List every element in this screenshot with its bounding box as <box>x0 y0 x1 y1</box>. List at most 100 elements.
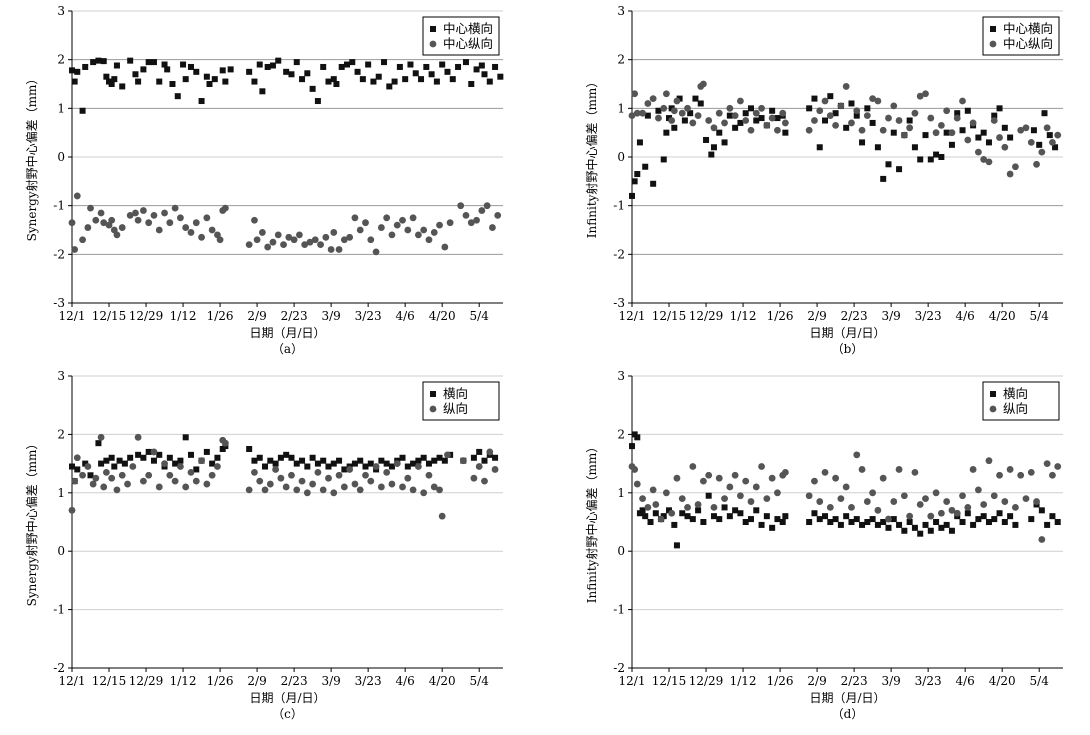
data-point-circle <box>208 471 216 479</box>
data-point-circle <box>996 471 1003 479</box>
data-point-square <box>927 156 934 163</box>
data-point-circle <box>340 483 348 491</box>
data-point-square <box>901 527 908 534</box>
data-point-circle <box>858 466 866 473</box>
x-tick-label: 5/4 <box>1030 674 1050 688</box>
data-point-square <box>343 61 350 68</box>
data-point-circle <box>649 486 657 494</box>
data-point-circle <box>346 233 354 241</box>
data-point-square <box>880 519 887 525</box>
x-tick-label: 3/9 <box>321 309 340 323</box>
data-point-square <box>782 513 789 520</box>
data-point-circle <box>132 209 139 217</box>
data-point-square <box>885 524 892 531</box>
x-tick-label: 3/23 <box>355 674 382 688</box>
data-point-square <box>896 166 903 173</box>
x-tick-label: 2/9 <box>807 309 826 323</box>
data-point-circle <box>980 501 988 508</box>
data-point-circle <box>668 509 676 517</box>
data-point-square <box>428 71 435 78</box>
data-point-square <box>330 76 337 83</box>
data-point-square <box>671 521 678 528</box>
data-point-circle <box>377 483 385 491</box>
data-point-square <box>449 76 456 83</box>
data-point-circle <box>721 119 728 127</box>
data-point-square <box>314 98 321 105</box>
data-point-circle <box>673 97 681 105</box>
data-point-square <box>182 434 189 441</box>
data-point-circle <box>974 486 982 494</box>
y-axis-label: Synergy射野中心偏差（mm） <box>24 438 39 607</box>
data-point-square <box>985 139 992 146</box>
data-point-square <box>758 115 765 122</box>
data-point-square <box>113 62 120 69</box>
data-point-square <box>359 76 366 83</box>
data-point-square <box>187 451 194 458</box>
data-point-square <box>742 110 749 117</box>
data-point-circle <box>662 489 670 497</box>
data-point-circle <box>689 463 697 470</box>
data-point-circle <box>171 477 179 485</box>
data-point-square <box>869 119 876 126</box>
data-point-square <box>708 151 715 158</box>
data-point-square <box>370 78 377 85</box>
data-point-circle <box>73 192 81 200</box>
data-point-circle <box>890 102 898 110</box>
data-point-circle <box>721 495 728 503</box>
data-point-circle <box>409 486 417 494</box>
y-tick-label: 1 <box>57 101 65 115</box>
data-point-square <box>732 124 739 131</box>
data-point-circle <box>84 224 92 231</box>
data-point-square <box>676 95 683 102</box>
data-point-circle <box>842 83 850 90</box>
data-point-circle <box>684 504 691 511</box>
data-point-square <box>948 527 955 534</box>
data-point-square <box>381 59 388 66</box>
y-tick-label: -2 <box>53 661 65 675</box>
data-point-circle <box>79 236 86 244</box>
data-point-square <box>896 521 903 528</box>
data-point-square <box>906 117 913 124</box>
data-point-square <box>1041 110 1048 117</box>
data-point-square <box>203 73 210 80</box>
data-point-circle <box>79 471 86 479</box>
x-tick-label: 4/6 <box>956 309 975 323</box>
data-point-circle <box>779 109 787 117</box>
data-point-circle <box>763 495 771 503</box>
data-point-square <box>959 127 966 134</box>
data-point-circle <box>258 229 266 236</box>
data-point-square <box>774 115 781 122</box>
data-point-circle <box>811 117 818 124</box>
data-point-circle <box>97 433 105 441</box>
data-point-circle <box>414 231 422 239</box>
data-point-circle <box>774 489 781 497</box>
data-point-square <box>816 516 823 523</box>
data-point-circle <box>726 483 734 491</box>
data-point-circle <box>335 471 343 479</box>
data-point-square <box>710 513 717 520</box>
data-point-circle <box>317 241 324 249</box>
data-point-square <box>811 95 818 102</box>
data-point-circle <box>832 121 840 129</box>
data-point-circle <box>187 229 195 236</box>
data-point-square <box>1001 124 1008 131</box>
data-point-square <box>716 129 723 136</box>
data-point-square <box>269 62 276 69</box>
data-point-square <box>174 93 181 100</box>
data-point-circle <box>874 97 882 105</box>
x-tick-label: 1/26 <box>207 674 234 688</box>
data-point-square <box>859 139 866 146</box>
data-point-circle <box>251 216 258 224</box>
y-axis-label: Infinity射野中心偏差（mm） <box>584 441 599 603</box>
data-point-square <box>650 180 657 187</box>
data-point-circle <box>362 219 369 227</box>
data-point-circle <box>694 112 702 120</box>
data-point-square <box>140 454 147 461</box>
data-point-circle <box>699 477 707 485</box>
data-point-circle <box>274 231 282 239</box>
data-point-square <box>145 448 152 455</box>
data-point-square <box>87 472 94 479</box>
data-point-circle <box>92 216 100 224</box>
data-point-circle <box>1054 463 1062 470</box>
data-point-square <box>885 161 892 168</box>
